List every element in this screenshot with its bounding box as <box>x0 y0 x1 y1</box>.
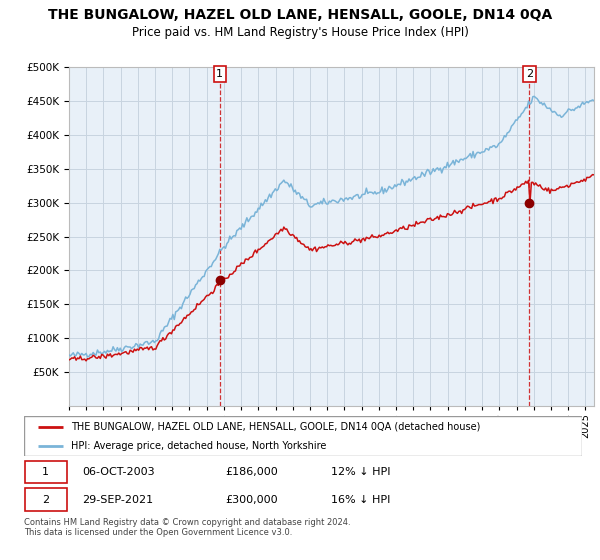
Text: £300,000: £300,000 <box>225 494 278 505</box>
Text: 1: 1 <box>216 69 223 79</box>
Text: THE BUNGALOW, HAZEL OLD LANE, HENSALL, GOOLE, DN14 0QA (detached house): THE BUNGALOW, HAZEL OLD LANE, HENSALL, G… <box>71 422 481 432</box>
Text: THE BUNGALOW, HAZEL OLD LANE, HENSALL, GOOLE, DN14 0QA: THE BUNGALOW, HAZEL OLD LANE, HENSALL, G… <box>48 8 552 22</box>
Text: 1: 1 <box>42 467 49 477</box>
FancyBboxPatch shape <box>25 488 67 511</box>
Text: 2: 2 <box>42 494 49 505</box>
FancyBboxPatch shape <box>25 461 67 483</box>
Text: Price paid vs. HM Land Registry's House Price Index (HPI): Price paid vs. HM Land Registry's House … <box>131 26 469 39</box>
Text: 16% ↓ HPI: 16% ↓ HPI <box>331 494 390 505</box>
Text: 06-OCT-2003: 06-OCT-2003 <box>83 467 155 477</box>
Text: £186,000: £186,000 <box>225 467 278 477</box>
Text: 2: 2 <box>526 69 533 79</box>
FancyBboxPatch shape <box>24 416 582 456</box>
Text: 12% ↓ HPI: 12% ↓ HPI <box>331 467 391 477</box>
Text: HPI: Average price, detached house, North Yorkshire: HPI: Average price, detached house, Nort… <box>71 441 327 450</box>
Text: Contains HM Land Registry data © Crown copyright and database right 2024.
This d: Contains HM Land Registry data © Crown c… <box>24 518 350 538</box>
Text: 29-SEP-2021: 29-SEP-2021 <box>83 494 154 505</box>
